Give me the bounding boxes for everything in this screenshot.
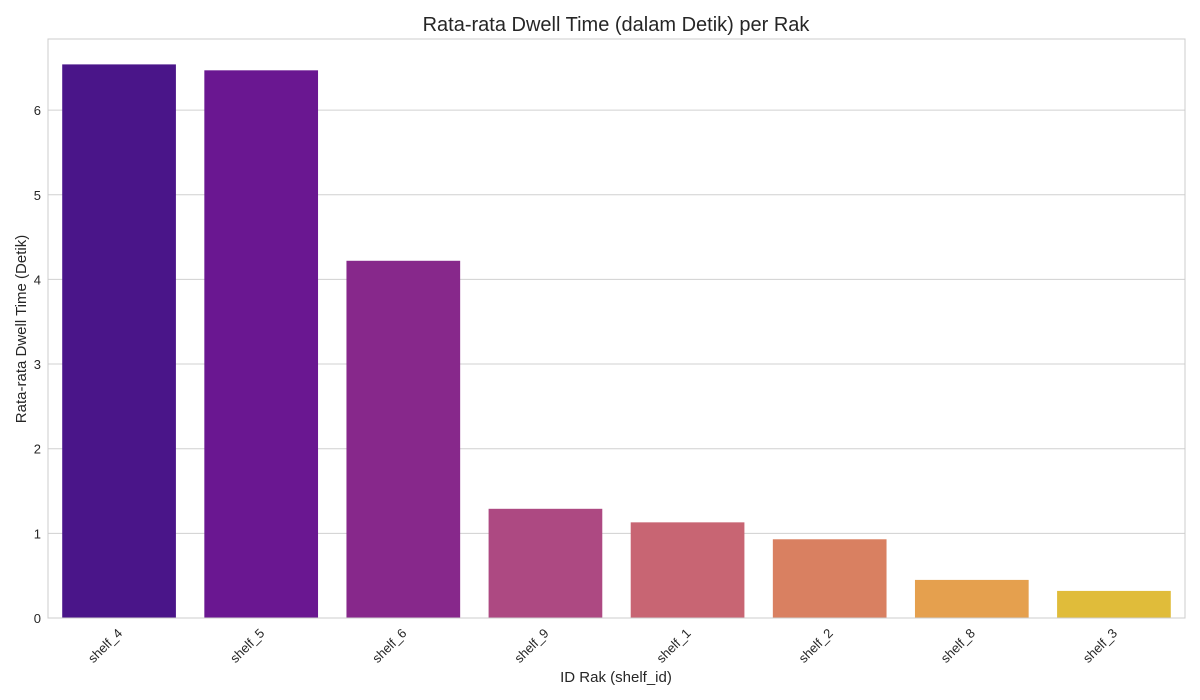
- y-tick-label: 2: [34, 442, 41, 457]
- x-tick-label: shelf_4: [85, 626, 125, 666]
- x-tick-label: shelf_6: [369, 626, 409, 666]
- bars: [62, 64, 1171, 619]
- bar-shelf_8: [914, 579, 1029, 618]
- x-tick-labels: shelf_4 shelf_5 shelf_6 shelf_9 shelf_1 shelf…: [85, 626, 1120, 666]
- y-tick-labels: 0 1 2 3 4 5 6: [34, 103, 41, 626]
- bar-shelf_9: [488, 508, 603, 618]
- bar-shelf_4: [62, 64, 176, 619]
- plot-frame: [47, 38, 1186, 619]
- x-tick-label: shelf_5: [227, 626, 267, 666]
- y-tick-label: 6: [34, 103, 41, 118]
- x-tick-label: shelf_3: [1080, 626, 1120, 666]
- bar-shelf_6: [346, 260, 461, 618]
- bar-shelf_5: [204, 70, 319, 618]
- x-tick-label: shelf_2: [796, 626, 836, 666]
- y-tick-label: 1: [34, 526, 41, 541]
- y-tick-label: 4: [34, 272, 41, 287]
- x-tick-label: shelf_8: [938, 626, 978, 666]
- y-tick-label: 3: [34, 357, 41, 372]
- bar-shelf_2: [772, 539, 887, 618]
- y-axis-label: Rata-rata Dwell Time (Detik): [13, 235, 30, 423]
- y-tick-label: 0: [34, 611, 41, 626]
- chart-title: Rata-rata Dwell Time (dalam Detik) per R…: [423, 14, 811, 36]
- bar-shelf_1: [630, 522, 745, 618]
- x-axis-label: ID Rak (shelf_id): [560, 669, 672, 686]
- x-tick-label: shelf_1: [653, 626, 693, 666]
- x-tick-label: shelf_9: [511, 626, 551, 666]
- bar-shelf_3: [1057, 590, 1171, 618]
- y-tick-label: 5: [34, 188, 41, 203]
